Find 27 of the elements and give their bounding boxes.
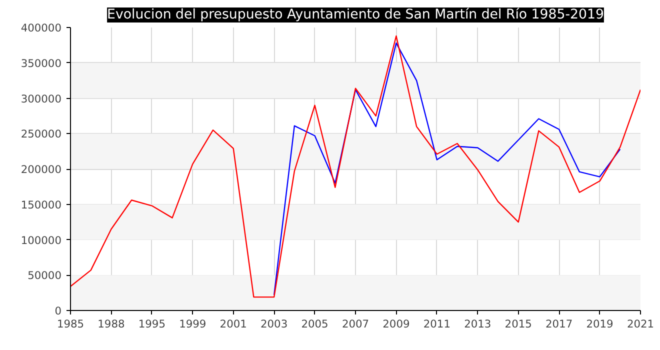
x-tick-label: 1999: [179, 318, 206, 330]
y-tick-label: 200000: [20, 163, 62, 176]
y-tick-label: 300000: [20, 92, 62, 106]
x-tick-label: 2021: [626, 318, 654, 330]
y-tick-label: 0: [54, 304, 62, 318]
x-tick-label: 1988: [98, 318, 125, 330]
x-tick-label: 2005: [301, 318, 328, 330]
y-tick-label: 50000: [28, 269, 62, 282]
line-series: [70, 35, 640, 298]
chart-title: Evolucion del presupuesto Ayuntamiento de San Martín del Río 1985-2019: [107, 8, 604, 22]
x-tick-label: 2017: [546, 318, 573, 330]
x-tick-label: 2003: [260, 318, 288, 330]
x-tick-label: 2001: [220, 318, 247, 330]
y-tick-label: 250000: [20, 128, 62, 141]
x-tick-label: 1995: [138, 318, 166, 330]
x-tick-label: 1985: [56, 318, 84, 330]
x-tick-label: 2009: [382, 318, 410, 330]
x-tick-label: 2015: [504, 318, 532, 330]
x-tick-label: 2007: [342, 318, 370, 330]
y-tick-label: 350000: [20, 56, 62, 70]
x-tick-label: 2019: [586, 318, 614, 330]
x-tick-label: 2013: [464, 318, 492, 330]
y-tick-label: 150000: [20, 198, 62, 212]
x-tick-label: 2011: [423, 318, 450, 330]
line-series: [273, 42, 621, 296]
y-tick-label: 100000: [20, 234, 62, 247]
y-tick-label: 400000: [20, 22, 62, 34]
